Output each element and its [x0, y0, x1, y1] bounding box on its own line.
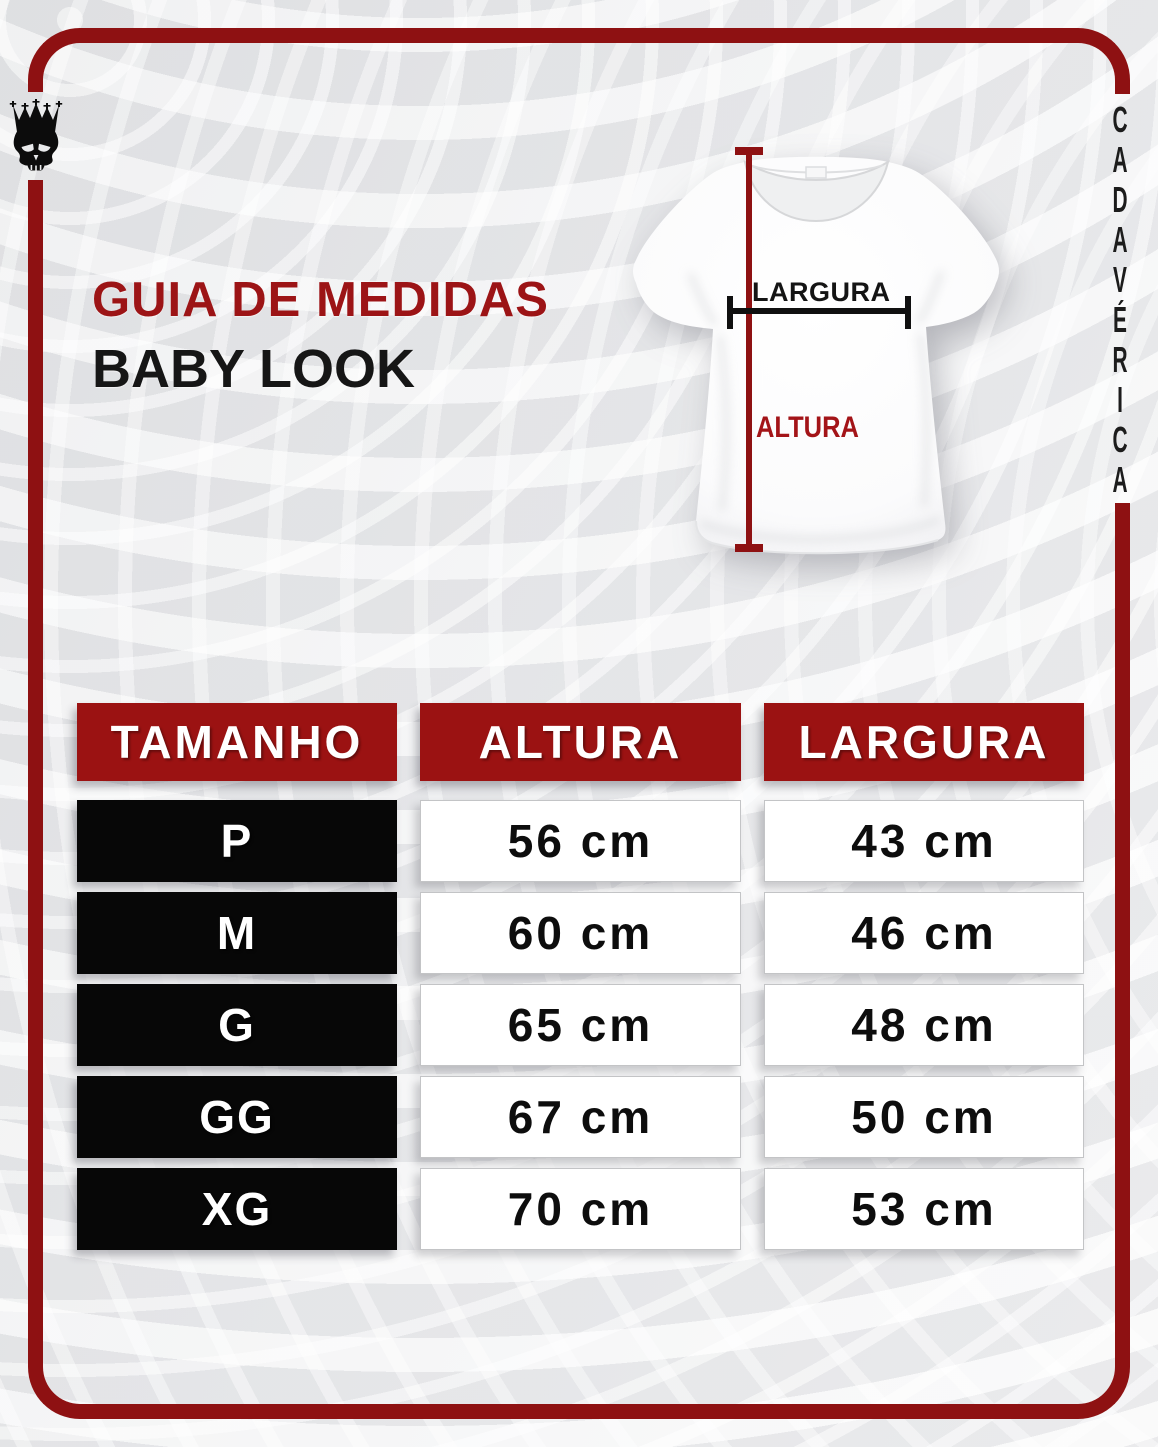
size-table-rows: P 56 cm 43 cm M 60 cm 46 cm G 65 cm 48 cm GG 67 cm… — [77, 800, 1084, 1250]
brand-letter: C — [1112, 419, 1128, 460]
brand-letter: C — [1112, 99, 1128, 140]
brand-letter: I — [1117, 379, 1123, 420]
altura-value-cell: 70 cm — [420, 1168, 741, 1250]
frame-corner-top-left — [28, 28, 88, 88]
brand-letter: É — [1113, 299, 1127, 340]
frame-edge-bottom — [88, 1404, 1070, 1419]
brand-letter: A — [1112, 459, 1128, 500]
altura-value-cell: 56 cm — [420, 800, 741, 882]
frame-edge-top — [88, 28, 1070, 43]
crowned-skull-icon — [9, 99, 63, 171]
altura-value-cell: 60 cm — [420, 892, 741, 974]
table-row: M 60 cm 46 cm — [77, 892, 1084, 974]
page-subtitle: BABY LOOK — [92, 339, 416, 399]
width-measure-label: LARGURA — [752, 277, 891, 307]
size-cell: P — [77, 800, 397, 882]
table-row: XG 70 cm 53 cm — [77, 1168, 1084, 1250]
column-header-tamanho: TAMANHO — [77, 703, 397, 781]
column-header-altura: ALTURA — [420, 703, 741, 781]
brand-letter: R — [1112, 339, 1128, 380]
largura-value-cell: 43 cm — [764, 800, 1084, 882]
largura-value-cell: 50 cm — [764, 1076, 1084, 1158]
column-header-largura: LARGURA — [764, 703, 1084, 781]
size-cell: XG — [77, 1168, 397, 1250]
frame-edge-right-lower — [1115, 503, 1130, 1359]
frame-corner-bottom-right — [1070, 1359, 1130, 1419]
page-title: GUIA DE MEDIDAS — [92, 273, 549, 327]
table-row: GG 67 cm 50 cm — [77, 1076, 1084, 1158]
brand-letter: D — [1112, 179, 1128, 220]
height-measure-label: ALTURA — [756, 411, 859, 444]
frame-edge-right-upper — [1115, 86, 1130, 94]
frame-corner-top-right — [1070, 28, 1130, 88]
largura-value-cell: 53 cm — [764, 1168, 1084, 1250]
size-table-header-row: TAMANHO ALTURA LARGURA — [77, 703, 1084, 781]
width-measure-right-cap — [905, 296, 911, 329]
altura-value-cell: 67 cm — [420, 1076, 741, 1158]
frame-edge-left-lower — [28, 180, 43, 1359]
size-table: TAMANHO ALTURA LARGURA P 56 cm 43 cm M 60 cm… — [77, 703, 1084, 1260]
frame-corner-bottom-left — [28, 1359, 88, 1419]
brand-letter: A — [1112, 219, 1128, 260]
size-cell: M — [77, 892, 397, 974]
height-measure-bottom-cap — [735, 544, 763, 552]
table-row: P 56 cm 43 cm — [77, 800, 1084, 882]
brand-letter: V — [1113, 259, 1127, 300]
baby-look-shirt-image — [633, 156, 999, 555]
size-cell: G — [77, 984, 397, 1066]
size-cell: GG — [77, 1076, 397, 1158]
height-measure-line — [746, 150, 752, 547]
largura-value-cell: 46 cm — [764, 892, 1084, 974]
frame-edge-left-upper — [28, 86, 43, 92]
table-row: G 65 cm 48 cm — [77, 984, 1084, 1066]
largura-value-cell: 48 cm — [764, 984, 1084, 1066]
brand-letter: A — [1112, 139, 1128, 180]
altura-value-cell: 65 cm — [420, 984, 741, 1066]
width-measure-line — [727, 308, 911, 314]
